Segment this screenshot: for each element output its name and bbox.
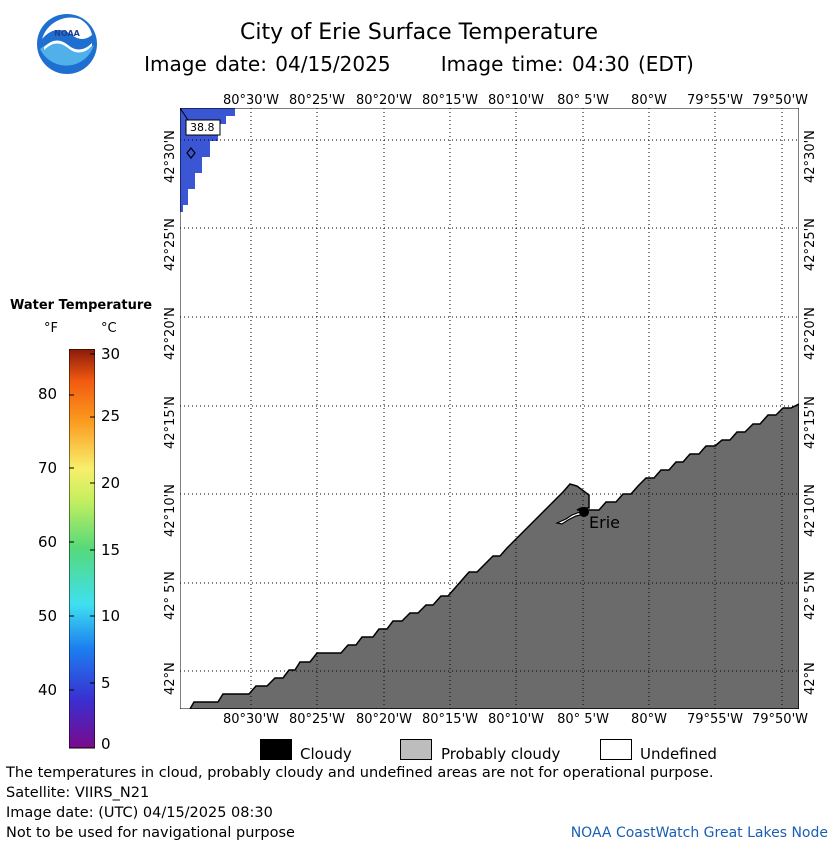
lon-label-top: 80°15'W [421,93,479,108]
legend-c-tick: 30 [101,345,121,363]
legend-f-tick: 60 [38,533,58,551]
lon-label-bottom: 80°15'W [421,712,479,727]
page-title: City of Erie Surface Temperature [239,20,599,45]
lat-label-right: 42°30'N [803,130,818,183]
key-swatch-undefined [600,739,632,760]
color-scale-bar [69,349,95,749]
lon-label-bottom: 80°30'W [222,712,280,727]
key-swatch-cloudy [260,739,292,760]
lat-label-left: 42°10'N [163,484,178,537]
lat-label-left: 42°20'N [163,307,178,360]
lon-label-top: 80°W [631,93,667,108]
lon-label-top: 79°55'W [686,93,744,108]
lat-label-left: 42° 5'N [163,571,178,620]
lat-label-right: 42°N [803,662,818,695]
buoy-value: 38.8 [190,121,215,134]
legend-f-tick: 70 [38,459,58,477]
lat-label-right: 42°10'N [803,484,818,537]
legend-c-tick: 10 [101,607,121,625]
key-swatch-probably-cloudy [400,739,432,760]
buoy-diamond-icon [186,147,196,159]
lat-label-right: 42°20'N [803,307,818,360]
lat-label-left: 42°25'N [163,218,178,271]
legend-title: Water Temperature [10,298,153,313]
legend-f-tick: 80 [38,385,58,403]
lon-label-top: 80° 5'W [557,93,609,108]
footer-navigation-note: Not to be used for navigational purpose [6,825,295,841]
footer-image-date: Image date: (UTC) 04/15/2025 08:30 [6,805,273,821]
buoy-value-box [185,119,221,136]
key-label-cloudy: Cloudy [300,745,352,763]
key-label-undefined: Undefined [640,745,717,763]
map-canvas [180,108,799,709]
legend-c-tick: 5 [101,674,111,692]
lon-label-bottom: 80° 5'W [557,712,609,727]
lon-label-bottom: 79°50'W [751,712,809,727]
lon-label-bottom: 80°10'W [487,712,545,727]
svg-text:NOAA: NOAA [54,29,80,38]
lat-label-right: 42°15'N [803,396,818,449]
lon-label-top: 80°25'W [288,93,346,108]
lat-label-left: 42°15'N [163,396,178,449]
legend-c-tick: 20 [101,474,121,492]
lat-label-right: 42° 5'N [803,571,818,620]
legend-c-tick: 25 [101,407,121,425]
legend-c-tick: 15 [101,541,121,559]
footer-satellite: Satellite: VIIRS_N21 [6,785,150,801]
lon-label-bottom: 79°55'W [686,712,744,727]
city-label-erie: Erie [589,513,620,532]
legend-f-tick: 40 [38,681,58,699]
city-marker-icon [579,507,589,517]
image-date-time: Image date: 04/15/2025 Image time: 04:30… [0,52,838,76]
noaa-logo: NOAA [37,14,97,74]
footer-credit: NOAA CoastWatch Great Lakes Node [570,825,828,841]
lon-label-top: 80°20'W [355,93,413,108]
footer-disclaimer: The temperatures in cloud, probably clou… [6,765,714,781]
legend-unit-f: °F [44,321,58,336]
lon-label-bottom: 80°25'W [288,712,346,727]
lon-label-bottom: 80°W [631,712,667,727]
lon-label-top: 80°30'W [222,93,280,108]
key-label-probably-cloudy: Probably cloudy [441,745,561,763]
lat-label-left: 42°N [163,662,178,695]
legend-f-tick: 50 [38,607,58,625]
image-time-label: Image time: 04:30 (EDT) [440,52,694,76]
lon-label-top: 79°50'W [751,93,809,108]
image-date-label: Image date: 04/15/2025 [144,52,391,76]
legend-unit-c: °C [101,321,117,336]
lon-label-bottom: 80°20'W [355,712,413,727]
lat-label-right: 42°25'N [803,218,818,271]
lat-label-left: 42°30'N [163,130,178,183]
graticule [180,108,799,709]
lon-label-top: 80°10'W [487,93,545,108]
legend-c-tick: 0 [101,735,111,753]
